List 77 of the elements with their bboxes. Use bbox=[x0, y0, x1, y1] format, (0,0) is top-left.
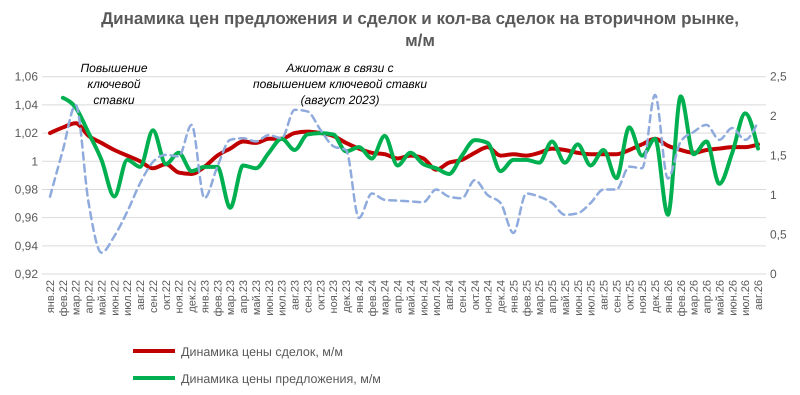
x-tick-label: май.25 bbox=[560, 280, 572, 316]
x-tick-label: июн.26 bbox=[727, 280, 740, 316]
x-tick-label: янв.22 bbox=[45, 280, 57, 314]
annotation: Ажиотаж в связи с повышением ключевой ставки (август 2023) bbox=[252, 61, 428, 107]
x-tick-label: июл.26 bbox=[740, 280, 752, 316]
y-tick-label: 1 bbox=[31, 154, 38, 168]
x-tick-label: ноя.23 bbox=[328, 280, 340, 314]
x-tick-label: апр.26 bbox=[702, 280, 714, 314]
x-tick-label: июл.24 bbox=[431, 280, 444, 316]
x-tick-label: авг.26 bbox=[753, 280, 765, 310]
y-tick-label: 1,02 bbox=[14, 126, 38, 140]
x-tick-label: янв.23 bbox=[199, 280, 212, 314]
y-tick-label: 0,94 bbox=[14, 238, 38, 253]
annotation: Повышение ключевой ставки bbox=[80, 61, 148, 107]
x-tick-label: апр.24 bbox=[392, 280, 405, 314]
y-tick-label: 0,96 bbox=[14, 210, 38, 225]
x-tick-label: апр.25 bbox=[547, 280, 560, 314]
line-series bbox=[48, 94, 760, 254]
x-tick-label: мар.26 bbox=[688, 280, 701, 316]
x-tick-label: мар.24 bbox=[380, 280, 392, 316]
x-tick-label: дек.24 bbox=[496, 280, 508, 313]
x-tick-label: окт.25 bbox=[624, 280, 636, 310]
x-tick-label: июн.23 bbox=[264, 280, 276, 316]
y2-tick-label: 2,5 bbox=[770, 70, 788, 84]
x-tick-label: янв.25 bbox=[508, 280, 520, 314]
legend-label: Динамика цены предложения, м/м bbox=[181, 372, 381, 386]
y-tick-label: 1,04 bbox=[14, 98, 38, 112]
x-tick-label: апр.23 bbox=[238, 280, 250, 314]
x-tick-label: ноя.25 bbox=[637, 280, 650, 314]
x-tick-label: фев.24 bbox=[366, 280, 379, 316]
x-tick-label: сен.22 bbox=[148, 280, 160, 313]
x-tick-label: июл.22 bbox=[122, 280, 134, 316]
x-tick-label: фев.22 bbox=[58, 280, 70, 316]
x-tick-label: мар.25 bbox=[534, 280, 546, 316]
x-tick-label: янв.26 bbox=[662, 280, 675, 314]
x-tick-label: окт.22 bbox=[160, 280, 173, 310]
x-tick-label: фев.23 bbox=[212, 280, 224, 316]
x-tick-label: ноя.22 bbox=[174, 280, 186, 314]
y-tick-label: 0,92 bbox=[14, 267, 38, 281]
x-tick-label: авг.24 bbox=[444, 280, 456, 310]
y2-tick-label: 1,5 bbox=[770, 148, 788, 163]
chart-title: Динамика цен предложения и сделок и кол-ва сделок на вторичном рынке, м/м bbox=[101, 9, 739, 50]
line-series bbox=[60, 94, 760, 217]
x-tick-label: авг.23 bbox=[290, 280, 302, 310]
x-tick-label: май.22 bbox=[96, 280, 108, 316]
x-tick-label: авг.25 bbox=[598, 280, 611, 310]
x-tick-label: мар.22 bbox=[70, 280, 83, 316]
x-tick-label: сен.24 bbox=[456, 280, 469, 313]
y-tick-label: 1,06 bbox=[14, 70, 38, 84]
x-tick-label: ноя.24 bbox=[482, 280, 495, 314]
x-tick-label: апр.22 bbox=[84, 280, 96, 314]
x-tick-label: сен.23 bbox=[302, 280, 314, 313]
x-tick-label: май.26 bbox=[714, 280, 726, 316]
x-tick-label: июл.25 bbox=[586, 280, 598, 316]
x-tick-label: окт.23 bbox=[315, 280, 328, 310]
x-tick-label: янв.24 bbox=[354, 280, 366, 314]
x-tick-label: июн.25 bbox=[572, 280, 585, 316]
x-tick-label: сен.25 bbox=[611, 280, 624, 313]
y2-tick-label: 0,5 bbox=[770, 228, 788, 242]
y2-tick-label: 1 bbox=[770, 188, 777, 202]
x-tick-label: дек.25 bbox=[650, 280, 662, 313]
x-tick-label: мар.23 bbox=[225, 280, 238, 316]
y2-tick-label: 0 bbox=[770, 267, 777, 281]
y2-tick-label: 2 bbox=[770, 109, 777, 124]
x-tick-label: май.23 bbox=[250, 280, 263, 316]
x-tick-label: окт.24 bbox=[470, 280, 482, 310]
x-tick-label: фев.25 bbox=[521, 280, 534, 316]
x-tick-label: фев.26 bbox=[676, 280, 688, 316]
legend-label: Динамика цены сделок, м/м bbox=[181, 345, 343, 359]
x-tick-label: дек.22 bbox=[186, 280, 199, 313]
x-tick-label: дек.23 bbox=[341, 280, 354, 313]
x-tick-label: июн.22 bbox=[109, 280, 122, 316]
x-tick-label: июл.23 bbox=[276, 280, 289, 316]
x-tick-label: июн.24 bbox=[418, 280, 430, 316]
y-tick-label: 0,98 bbox=[14, 182, 38, 196]
x-tick-label: май.24 bbox=[405, 280, 418, 316]
x-tick-label: авг.22 bbox=[135, 280, 148, 310]
